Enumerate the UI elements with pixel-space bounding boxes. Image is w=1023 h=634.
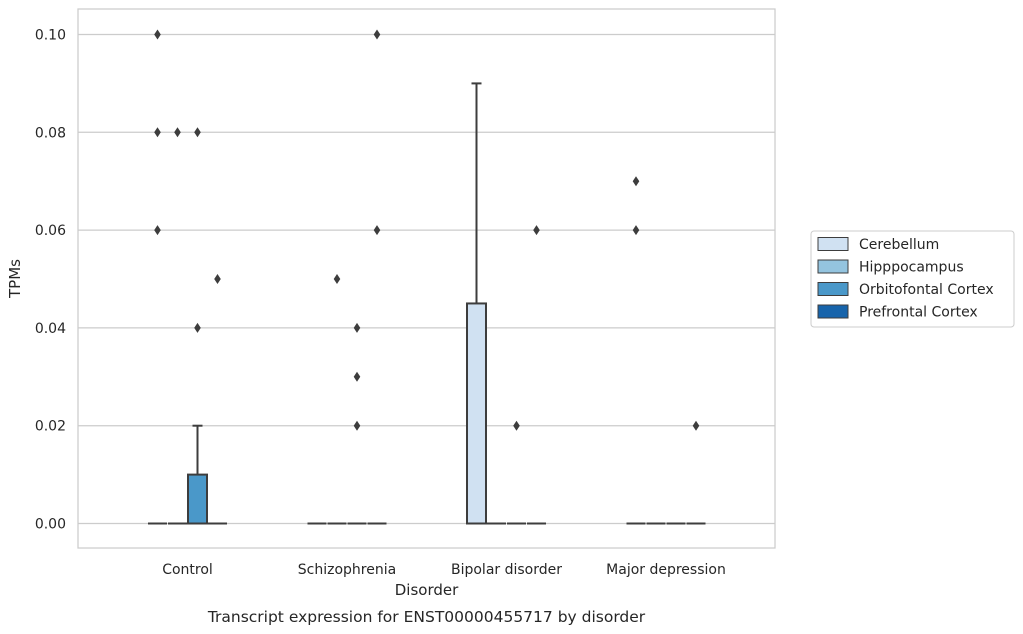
- legend: Cerebellum Hipppocampus Orbitofontal Corte…: [810, 230, 1015, 328]
- box-prefrontal-cortex-control: [208, 274, 227, 525]
- outlier-point: [353, 420, 361, 431]
- outlier-point: [373, 29, 381, 40]
- outlier-point: [154, 29, 161, 40]
- x-tick-label: Major depression: [606, 562, 726, 578]
- y-axis-title: TPMs: [6, 259, 24, 299]
- y-tick-label: 0.06: [35, 223, 66, 239]
- outlier-point: [154, 225, 161, 236]
- x-tick-label: Schizophrenia: [298, 562, 396, 578]
- legend-label: Prefrontal Cortex: [859, 305, 978, 321]
- outlier-point: [214, 274, 221, 284]
- box-cerebellum-control: [148, 29, 167, 525]
- outlier-point: [513, 420, 520, 431]
- outlier-point: [353, 371, 361, 382]
- plot-marks: [148, 29, 706, 525]
- y-tick-label: 0.02: [35, 419, 66, 435]
- x-tick-label: Control: [162, 562, 213, 578]
- outlier-point: [353, 322, 361, 333]
- outlier-point: [174, 127, 181, 138]
- outlier-point: [533, 225, 540, 236]
- y-tick-labels: 0.00 0.02 0.04 0.06 0.08 0.10: [35, 28, 66, 533]
- x-axis-title: Disorder: [395, 581, 459, 599]
- box-hipppocampus-control: [168, 127, 187, 525]
- y-tick-label: 0.04: [35, 321, 66, 337]
- outlier-point: [194, 127, 201, 138]
- outlier-point: [154, 127, 161, 138]
- outlier-point: [373, 225, 381, 236]
- box-body: [466, 302, 487, 525]
- x-tick-labels: Control Schizophrenia Bipolar disorder Majo…: [162, 562, 726, 578]
- box-prefrontal-cortex-major-depression: [686, 420, 706, 525]
- outlier-point: [632, 225, 640, 236]
- box-cerebellum-major-depression: [626, 176, 646, 525]
- box-body: [187, 473, 208, 525]
- legend-label: Hipppocampus: [859, 260, 964, 276]
- legend-box: [810, 230, 1015, 328]
- box-prefrontal-cortex-schizophrenia: [367, 29, 387, 525]
- y-tick-label: 0.00: [35, 517, 66, 533]
- y-tick-label: 0.08: [35, 125, 66, 141]
- box-cerebellum-bipolar-disorder: [466, 82, 487, 525]
- chart-caption: Transcript expression for ENST0000045571…: [207, 608, 646, 626]
- x-tick-label: Bipolar disorder: [451, 562, 562, 578]
- box-orbitofontal-cortex-schizophrenia: [347, 322, 367, 525]
- box-prefrontal-cortex-bipolar-disorder: [527, 225, 546, 525]
- outlier-point: [194, 322, 201, 333]
- legend-swatch: [817, 259, 849, 274]
- legend-label: Orbitofontal Cortex: [859, 282, 994, 298]
- box-hipppocampus-schizophrenia: [327, 274, 347, 525]
- legend-swatch: [817, 304, 849, 319]
- outlier-point: [632, 176, 640, 187]
- legend-swatch: [817, 237, 849, 251]
- y-tick-label: 0.10: [35, 28, 66, 44]
- plot-frame: [77, 8, 776, 549]
- outlier-point: [333, 274, 341, 284]
- legend-swatch: [817, 282, 849, 296]
- outlier-point: [692, 420, 700, 431]
- box-orbitofontal-cortex-control: [187, 127, 208, 525]
- box-orbitofontal-cortex-bipolar-disorder: [507, 420, 526, 525]
- legend-label: Cerebellum: [859, 237, 939, 253]
